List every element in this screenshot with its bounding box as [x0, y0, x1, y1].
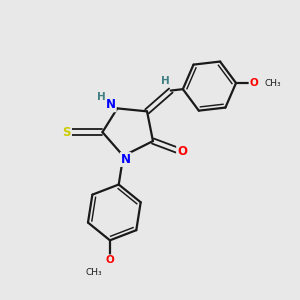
- Text: CH₃: CH₃: [265, 79, 281, 88]
- Text: H: H: [161, 76, 170, 86]
- Text: S: S: [62, 126, 71, 139]
- Text: O: O: [177, 145, 187, 158]
- Text: N: N: [106, 98, 116, 111]
- Text: CH₃: CH₃: [85, 268, 102, 277]
- Text: O: O: [106, 255, 114, 265]
- Text: N: N: [121, 153, 130, 166]
- Text: O: O: [250, 78, 258, 88]
- Text: H: H: [98, 92, 106, 102]
